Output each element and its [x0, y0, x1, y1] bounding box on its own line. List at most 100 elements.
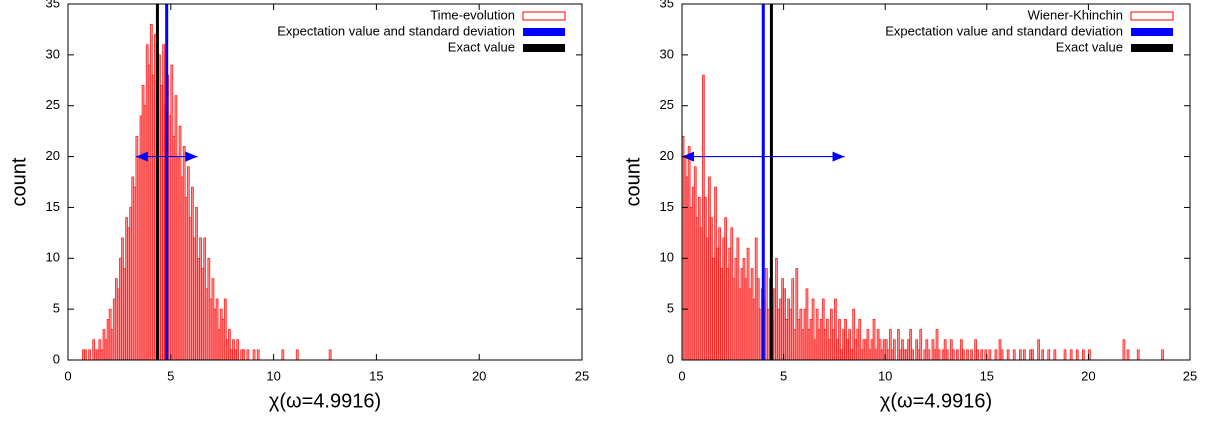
histogram-bar	[925, 339, 929, 361]
histogram-bar	[223, 298, 227, 361]
histogram-bar	[970, 349, 973, 361]
x-tick-label: 10	[266, 368, 280, 383]
histogram-bar	[791, 278, 795, 361]
histogram-bar	[195, 207, 198, 361]
y-tick-label: 20	[46, 148, 60, 163]
histogram-bar	[201, 268, 204, 361]
histogram-bar	[84, 349, 87, 361]
histogram-bar	[207, 257, 211, 361]
histogram-bar	[960, 339, 963, 361]
histogram-bar	[862, 339, 866, 361]
histogram-bar	[180, 176, 184, 361]
histogram-bar	[123, 268, 126, 361]
histogram-bar	[151, 74, 155, 361]
y-tick-label: 35	[46, 0, 60, 10]
histogram-bar	[232, 339, 235, 361]
histogram-bar	[809, 319, 813, 361]
histogram-bar	[846, 339, 849, 361]
histogram-bar	[691, 186, 695, 361]
y-tick-label: 0	[53, 351, 60, 366]
histogram-bar	[779, 298, 782, 361]
histogram-bar	[781, 278, 784, 361]
histogram-bar	[240, 349, 244, 361]
y-axis-label: count	[8, 157, 30, 206]
histogram-bar	[899, 349, 902, 361]
histogram-bar	[919, 329, 923, 361]
histogram-bar	[722, 237, 725, 361]
histogram-bar	[773, 288, 776, 361]
histogram-bar	[170, 64, 174, 361]
x-tick-label: 15	[980, 368, 994, 383]
histogram-bar	[876, 329, 880, 361]
histogram-bar	[174, 95, 178, 361]
histogram-bar	[295, 349, 299, 361]
histogram-bar	[125, 217, 128, 361]
y-tick-label: 25	[46, 97, 60, 112]
histogram-bar	[246, 349, 250, 361]
histogram-bar	[189, 217, 192, 361]
histogram-bar	[907, 339, 910, 361]
histogram-bar	[724, 217, 728, 361]
histogram-bar	[758, 308, 762, 361]
histogram-bar	[88, 349, 91, 361]
legend-swatch	[523, 28, 565, 36]
histogram-bar	[176, 156, 180, 361]
histogram-bar	[197, 257, 200, 361]
y-tick-label: 15	[46, 199, 60, 214]
histogram-bar	[685, 176, 689, 361]
histogram-bar	[937, 349, 941, 361]
histogram-bar	[915, 339, 919, 361]
histogram-bar	[160, 85, 163, 361]
histogram-bar	[736, 237, 740, 361]
histogram-bar	[228, 329, 231, 361]
histogram-bar	[844, 319, 847, 361]
histogram-bar	[943, 339, 947, 361]
histogram-bar	[102, 329, 106, 361]
histogram-bar	[191, 186, 194, 361]
histogram-bar	[114, 278, 118, 361]
legend-label: Wiener-Khinchin	[1028, 7, 1123, 22]
histogram-bar	[1047, 349, 1051, 361]
histogram-bar	[817, 329, 821, 361]
histogram-bar	[740, 268, 744, 361]
histogram-bar	[1037, 339, 1040, 361]
histogram-bar	[746, 247, 750, 361]
histogram-bar	[874, 349, 878, 361]
histogram-bar	[933, 349, 937, 361]
histogram-bar	[710, 217, 713, 361]
histogram-bar	[104, 339, 108, 361]
histogram-bar	[252, 349, 256, 361]
histogram-bar	[864, 339, 868, 361]
histogram-bar	[732, 278, 736, 361]
histogram-bar	[868, 349, 872, 361]
legend-label: Time-evolution	[430, 7, 515, 22]
y-tick-label: 5	[53, 301, 60, 316]
histogram-bar	[119, 257, 122, 361]
histogram-bar	[135, 135, 139, 361]
histogram-bar	[850, 349, 853, 361]
histogram-bar	[1006, 349, 1010, 361]
histogram-bar	[143, 105, 147, 361]
histogram-bar	[1053, 349, 1057, 361]
histogram-bar	[96, 349, 100, 361]
histogram-bar	[1000, 349, 1004, 361]
x-tick-label: 10	[878, 368, 892, 383]
histogram-bar	[242, 349, 246, 361]
histogram-bar	[236, 339, 239, 361]
histogram-bar	[901, 339, 904, 361]
histogram-bar	[828, 339, 831, 361]
histogram-bar	[825, 319, 829, 361]
legend-label: Expectation value and standard deviation	[277, 23, 515, 38]
histogram-bar	[888, 329, 892, 361]
histogram-bar	[1063, 349, 1067, 361]
histogram-bar	[815, 308, 819, 361]
histogram-bar	[775, 257, 778, 361]
histogram-bar	[712, 257, 715, 361]
histogram-bar	[693, 166, 697, 361]
histogram-bar	[752, 298, 756, 361]
histogram-bar	[819, 319, 823, 361]
histogram-bar	[720, 268, 723, 361]
histogram-bar	[281, 349, 285, 361]
histogram-bar	[765, 268, 768, 361]
histogram-bar	[738, 288, 742, 361]
